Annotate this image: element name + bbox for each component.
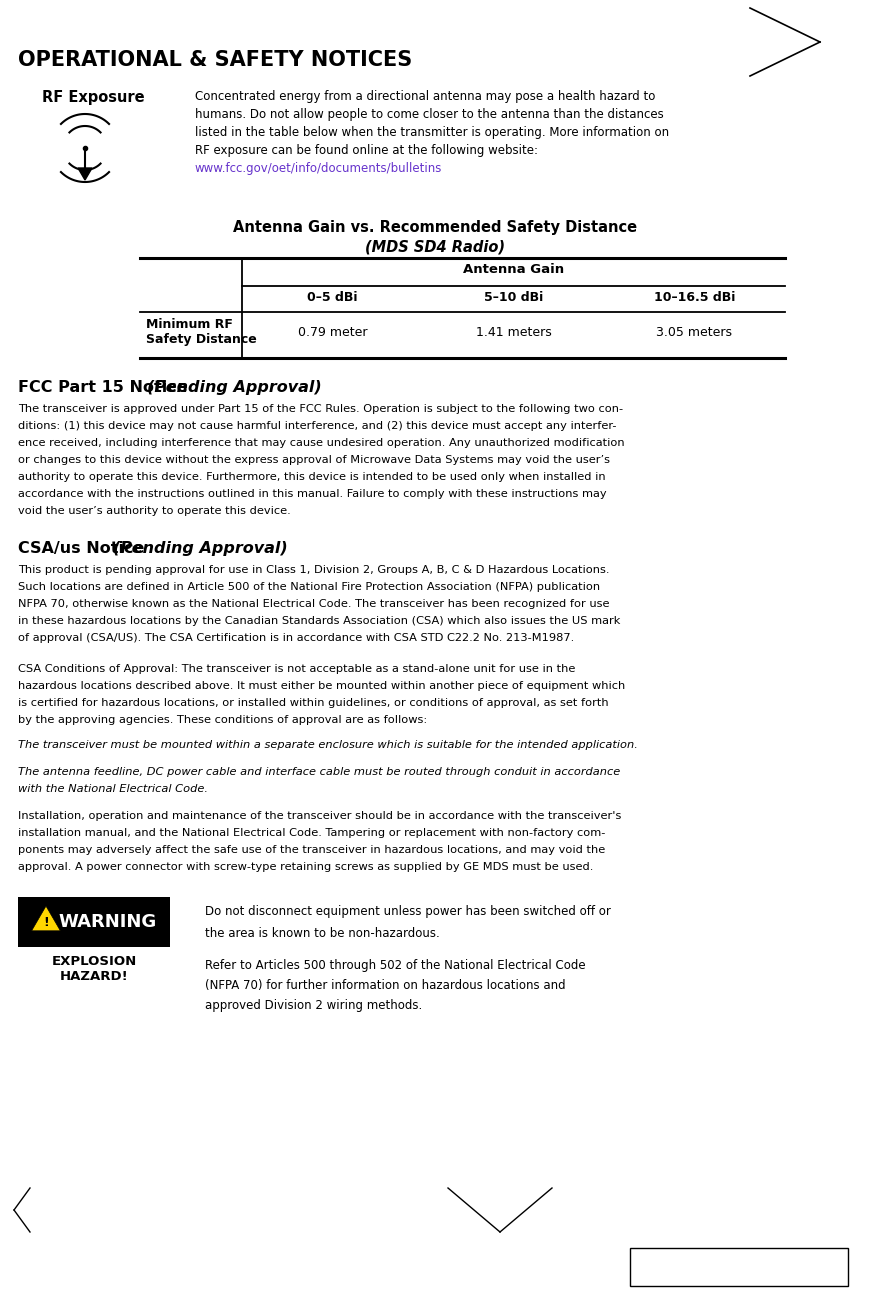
Text: This product is pending approval for use in Class 1, Division 2, Groups A, B, C : This product is pending approval for use… [18,565,609,574]
Text: Do not disconnect equipment unless power has been switched off or: Do not disconnect equipment unless power… [205,905,610,918]
Text: installation manual, and the National Electrical Code. Tampering or replacement : installation manual, and the National El… [18,828,605,838]
Text: Installation, operation and maintenance of the transceiver should be in accordan: Installation, operation and maintenance … [18,811,620,821]
Text: by the approving agencies. These conditions of approval are as follows:: by the approving agencies. These conditi… [18,715,427,726]
Polygon shape [31,906,60,931]
Text: The transceiver is approved under Part 15 of the FCC Rules. Operation is subject: The transceiver is approved under Part 1… [18,404,622,414]
Text: or changes to this device without the express approval of Microwave Data Systems: or changes to this device without the ex… [18,454,609,465]
Text: FCC Part 15 Notice: FCC Part 15 Notice [18,380,193,395]
Text: Antenna Gain: Antenna Gain [462,263,563,276]
Text: CSA Conditions of Approval: The transceiver is not acceptable as a stand-alone u: CSA Conditions of Approval: The transcei… [18,664,574,674]
Text: is certified for hazardous locations, or installed within guidelines, or conditi: is certified for hazardous locations, or… [18,698,608,707]
Text: OPERATIONAL & SAFETY NOTICES: OPERATIONAL & SAFETY NOTICES [18,50,412,70]
Text: 5–10 dBi: 5–10 dBi [483,290,542,303]
FancyBboxPatch shape [629,1248,847,1286]
Text: humans. Do not allow people to come closer to the antenna than the distances: humans. Do not allow people to come clos… [195,108,663,121]
Text: authority to operate this device. Furthermore, this device is intended to be use: authority to operate this device. Furthe… [18,473,605,482]
Text: Antenna Gain vs. Recommended Safety Distance: Antenna Gain vs. Recommended Safety Dist… [233,219,636,235]
Text: with the National Electrical Code.: with the National Electrical Code. [18,784,208,794]
Text: 10–16.5 dBi: 10–16.5 dBi [653,290,734,303]
Text: NFPA 70, otherwise known as the National Electrical Code. The transceiver has be: NFPA 70, otherwise known as the National… [18,599,609,609]
Text: Refer to Articles 500 through 502 of the National Electrical Code: Refer to Articles 500 through 502 of the… [205,959,585,972]
Text: The antenna feedline, DC power cable and interface cable must be routed through : The antenna feedline, DC power cable and… [18,767,620,777]
Text: Such locations are defined in Article 500 of the National Fire Protection Associ: Such locations are defined in Article 50… [18,582,600,593]
Text: (Pending Approval): (Pending Approval) [113,541,288,556]
Text: ponents may adversely affect the safe use of the transceiver in hazardous locati: ponents may adversely affect the safe us… [18,846,605,855]
Text: ditions: (1) this device may not cause harmful interference, and (2) this device: ditions: (1) this device may not cause h… [18,421,616,431]
Text: approval. A power connector with screw-type retaining screws as supplied by GE M: approval. A power connector with screw-t… [18,862,593,871]
Text: RF exposure can be found online at the following website:: RF exposure can be found online at the f… [195,145,537,158]
Text: 3.05 meters: 3.05 meters [656,327,732,340]
FancyBboxPatch shape [18,897,169,948]
Text: hazardous locations described above. It must either be mounted within another pi: hazardous locations described above. It … [18,680,625,691]
Text: Concentrated energy from a directional antenna may pose a health hazard to: Concentrated energy from a directional a… [195,90,654,103]
Text: RF Exposure: RF Exposure [42,90,144,105]
Text: Minimum RF
Safety Distance: Minimum RF Safety Distance [146,318,256,346]
Text: The transceiver must be mounted within a separate enclosure which is suitable fo: The transceiver must be mounted within a… [18,740,637,750]
Text: WARNING: WARNING [59,913,157,931]
Text: (Pending Approval): (Pending Approval) [147,380,322,395]
Text: !: ! [43,917,49,930]
Text: www.fcc.gov/oet/info/documents/bulletins: www.fcc.gov/oet/info/documents/bulletins [195,161,441,176]
Text: 1.41 meters: 1.41 meters [475,327,551,340]
Text: CSA/us Notice: CSA/us Notice [18,541,149,556]
Text: 0.79 meter: 0.79 meter [297,327,367,340]
Text: of approval (CSA/US). The CSA Certification is in accordance with CSA STD C22.2 : of approval (CSA/US). The CSA Certificat… [18,633,574,643]
Text: the area is known to be non-hazardous.: the area is known to be non-hazardous. [205,927,439,940]
Polygon shape [78,168,92,179]
Text: listed in the table below when the transmitter is operating. More information on: listed in the table below when the trans… [195,127,668,139]
Text: accordance with the instructions outlined in this manual. Failure to comply with: accordance with the instructions outline… [18,489,606,500]
Text: (MDS SD4 Radio): (MDS SD4 Radio) [365,240,504,256]
Text: in these hazardous locations by the Canadian Standards Association (CSA) which a: in these hazardous locations by the Cana… [18,616,620,626]
Text: approved Division 2 wiring methods.: approved Division 2 wiring methods. [205,999,421,1012]
Text: 0–5 dBi: 0–5 dBi [307,290,357,303]
Text: ence received, including interference that may cause undesired operation. Any un: ence received, including interference th… [18,438,624,448]
Text: EXPLOSION
HAZARD!: EXPLOSION HAZARD! [51,955,136,982]
Text: void the user’s authority to operate this device.: void the user’s authority to operate thi… [18,506,290,516]
Text: (NFPA 70) for further information on hazardous locations and: (NFPA 70) for further information on haz… [205,979,565,991]
